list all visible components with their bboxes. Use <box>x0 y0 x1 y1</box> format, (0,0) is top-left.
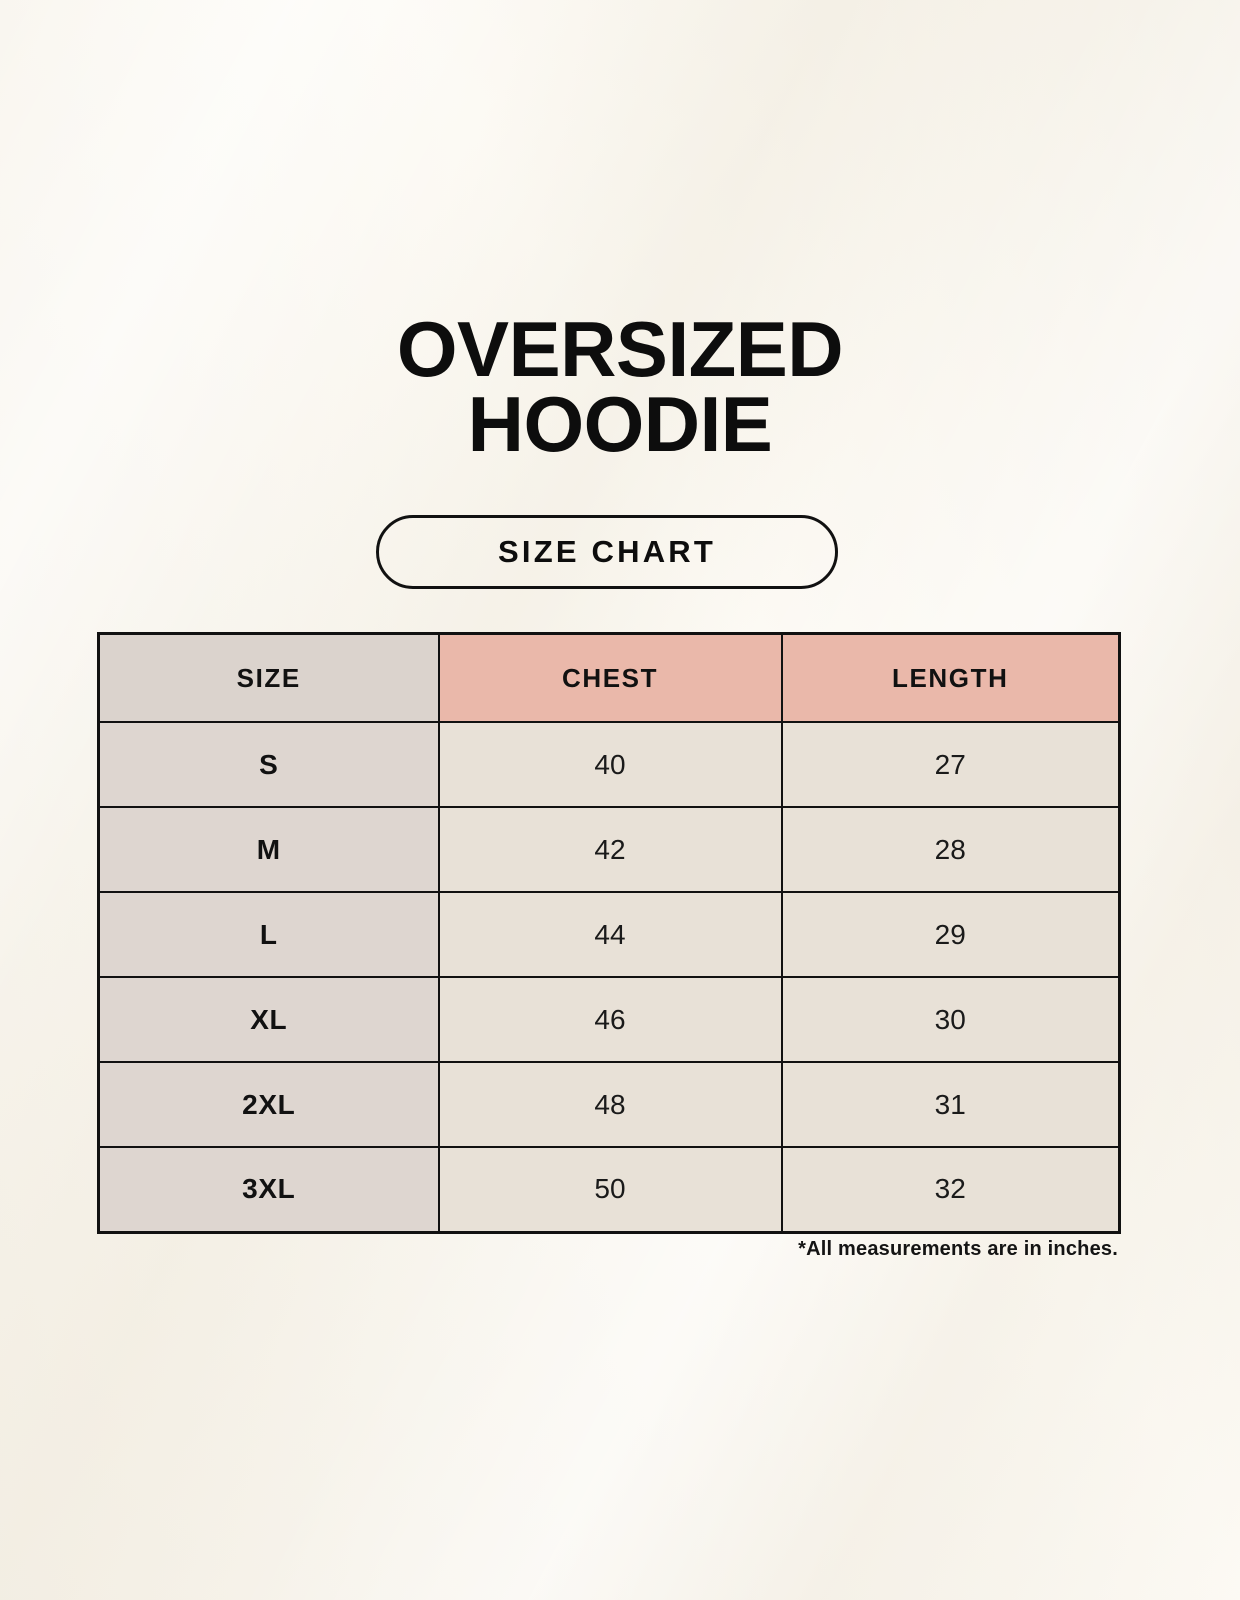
cell-length: 27 <box>780 721 1121 808</box>
cell-chest: 48 <box>437 1061 783 1148</box>
cell-chest: 50 <box>437 1146 783 1233</box>
cell-size: XL <box>97 976 440 1063</box>
table-row: 3XL 50 32 <box>97 1146 1121 1233</box>
column-header-chest: CHEST <box>437 632 783 723</box>
cell-length: 30 <box>780 976 1121 1063</box>
table-header: SIZE CHEST LENGTH <box>97 632 1121 723</box>
table-row: L 44 29 <box>97 891 1121 978</box>
measurement-footnote: *All measurements are in inches. <box>798 1238 1118 1260</box>
cell-size: 3XL <box>97 1146 440 1233</box>
table-row: XL 46 30 <box>97 976 1121 1063</box>
page-title: OVERSIZED HOODIE <box>0 305 1240 468</box>
cell-chest: 46 <box>437 976 783 1063</box>
size-chart-badge-label: SIZE CHART <box>498 534 716 569</box>
title-line-secondary: HOODIE <box>467 379 773 468</box>
size-chart-badge: SIZE CHART <box>376 515 838 589</box>
column-header-length: LENGTH <box>780 632 1121 723</box>
cell-size: S <box>97 721 440 808</box>
table-row: 2XL 48 31 <box>97 1061 1121 1148</box>
cell-size: L <box>97 891 440 978</box>
cell-chest: 42 <box>437 806 783 893</box>
title-line-primary: OVERSIZED <box>396 305 844 393</box>
table-header-row: SIZE CHEST LENGTH <box>97 632 1121 723</box>
cell-length: 28 <box>780 806 1121 893</box>
cell-size: M <box>97 806 440 893</box>
column-header-size: SIZE <box>97 632 440 723</box>
cell-chest: 44 <box>437 891 783 978</box>
table-body: S 40 27 M 42 28 L 44 29 XL 46 30 2XL 48 <box>97 721 1121 1233</box>
size-chart-table: SIZE CHEST LENGTH S 40 27 M 42 28 L 44 2… <box>97 632 1121 1234</box>
cell-length: 31 <box>780 1061 1121 1148</box>
cell-length: 32 <box>780 1146 1121 1233</box>
cell-length: 29 <box>780 891 1121 978</box>
table-row: M 42 28 <box>97 806 1121 893</box>
table-row: S 40 27 <box>97 721 1121 808</box>
cell-size: 2XL <box>97 1061 440 1148</box>
cell-chest: 40 <box>437 721 783 808</box>
